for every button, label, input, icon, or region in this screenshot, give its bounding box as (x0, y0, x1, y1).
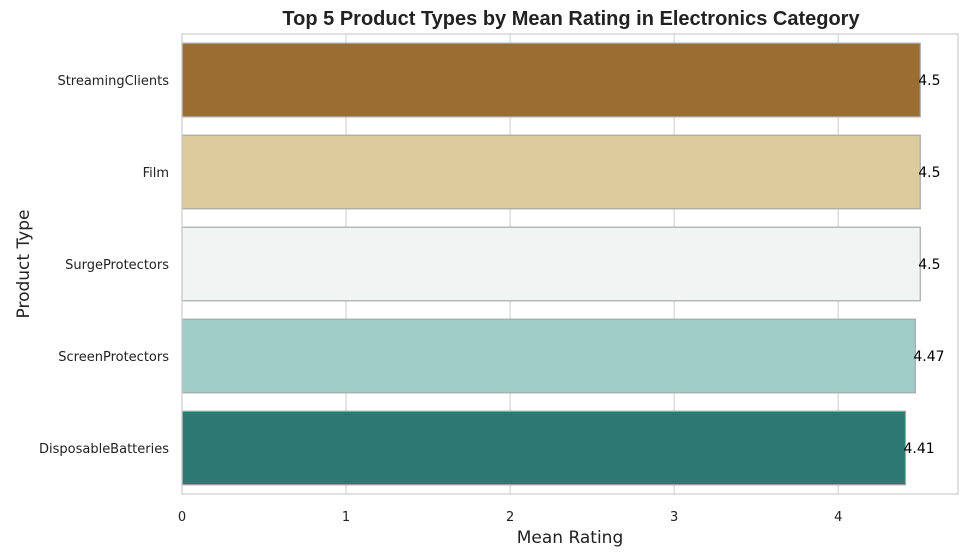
data-label: 4.41 (904, 441, 935, 457)
y-tick-label: DisposableBatteries (39, 442, 169, 457)
y-tick-labels: StreamingClients Film SurgeProtectors Scree… (39, 74, 169, 457)
x-tick-label: 2 (506, 510, 514, 525)
x-tick-label: 1 (342, 510, 350, 525)
data-label: 4.5 (918, 165, 940, 181)
x-tick-labels: 0 1 2 3 4 (178, 510, 843, 525)
y-tick-label: Film (143, 166, 169, 181)
plot-frame (181, 33, 959, 495)
x-axis-label: Mean Rating (517, 528, 624, 548)
y-tick-label: StreamingClients (57, 74, 169, 89)
x-tick-label: 0 (178, 510, 186, 525)
data-label: 4.47 (913, 349, 944, 365)
x-tick-label: 3 (670, 510, 678, 525)
x-tick-label: 4 (834, 510, 842, 525)
bar-film (181, 134, 921, 210)
data-label: 4.5 (918, 73, 940, 89)
y-tick-label: SurgeProtectors (65, 258, 169, 273)
bar-surgeprotectors (181, 226, 921, 302)
bar-streamingclients (181, 42, 921, 118)
data-label: 4.5 (918, 257, 940, 273)
bar-screenprotectors (181, 318, 916, 394)
bar-disposablebatteries (181, 410, 907, 486)
y-axis-label: Product Type (14, 210, 34, 319)
bars (181, 42, 921, 486)
chart-title: Top 5 Product Types by Mean Rating in El… (282, 8, 860, 30)
data-labels: 4.5 4.5 4.5 4.47 4.41 (904, 73, 945, 457)
y-tick-label: ScreenProtectors (58, 350, 169, 365)
